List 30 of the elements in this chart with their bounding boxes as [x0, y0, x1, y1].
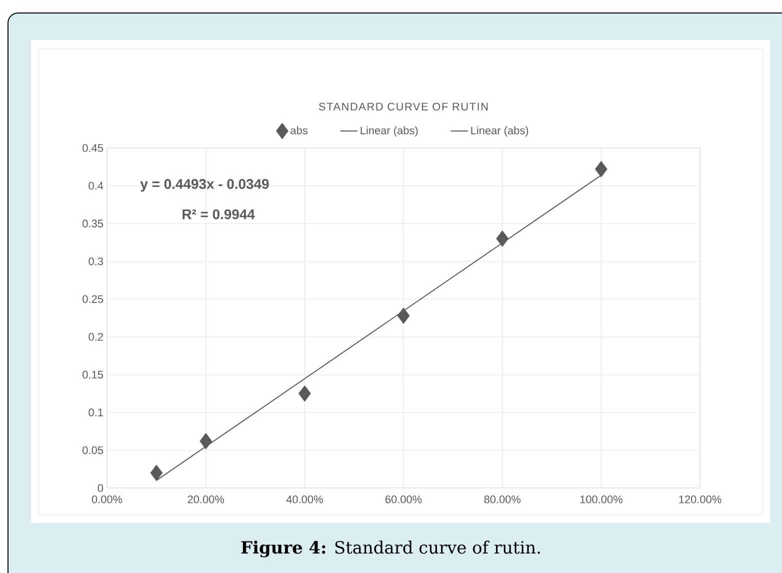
- point: [496, 230, 509, 247]
- x-tick-label: 20.00%: [188, 496, 224, 504]
- y-tick-label: 0: [98, 484, 104, 492]
- point: [200, 432, 212, 450]
- y-tick-label: 0.3: [88, 257, 104, 266]
- x-tick-label: 120.00%: [679, 496, 722, 504]
- legend-label: abs: [290, 126, 308, 134]
- text: Figure 4: Standard curve of rutin.: [241, 540, 540, 558]
- legend-label: Linear (abs): [360, 126, 418, 136]
- point: [397, 308, 410, 324]
- annotation: y = 0.4493x - 0.0349: [140, 179, 269, 192]
- y-tick-label: 0.4: [88, 182, 104, 190]
- annotation: R² = 0.9944: [182, 209, 255, 220]
- y-tick-label: 0.25: [82, 295, 104, 303]
- point: [298, 385, 311, 402]
- legend-label: Linear (abs): [471, 126, 528, 136]
- y-tick-label: 0.15: [82, 370, 104, 379]
- point: [594, 160, 608, 178]
- x-tick-label: 40.00%: [286, 496, 323, 504]
- x-tick-label: 0.00%: [92, 496, 122, 504]
- chart-title: STANDARD CURVE OF RUTIN: [318, 102, 488, 110]
- x-tick-label: 60.00%: [385, 496, 422, 504]
- point: [150, 464, 163, 482]
- x-tick-label: 100.00%: [580, 496, 622, 504]
- y-tick-label: 0.1: [88, 408, 103, 416]
- y-tick-label: 0.2: [88, 333, 103, 341]
- x-tick-label: 80.00%: [484, 496, 521, 504]
- y-tick-label: 0.45: [82, 144, 104, 152]
- y-tick-label: 0.35: [82, 220, 104, 228]
- y-tick-label: 0.05: [82, 446, 104, 454]
